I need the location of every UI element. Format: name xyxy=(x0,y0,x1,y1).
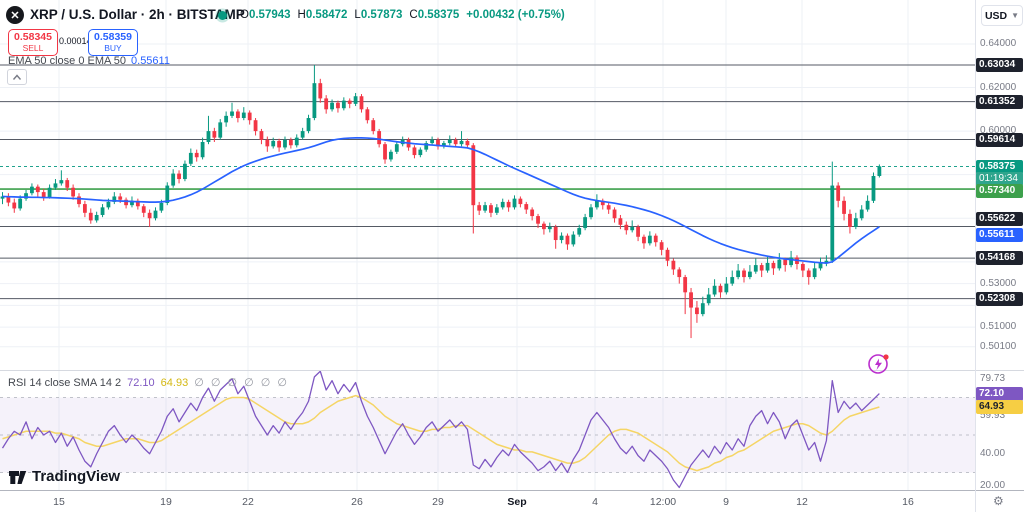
rsi-value: 72.10 xyxy=(127,377,155,389)
ohlc-readout: O0.57943 H0.58472 L0.57873 C0.58375 +0.00432… xyxy=(240,9,565,21)
time-tick-label: 26 xyxy=(351,496,363,508)
spread-value: 0.00014 xyxy=(59,36,92,46)
tradingview-watermark[interactable]: TradingView xyxy=(8,468,120,485)
price-tick-label: 0.53000 xyxy=(980,277,1017,289)
time-tick-label: 22 xyxy=(242,496,254,508)
tradingview-watermark-text: TradingView xyxy=(32,468,121,485)
price-tick-label: 0.60000 xyxy=(980,125,1017,137)
time-tick-label: 4 xyxy=(592,496,598,508)
time-axis-settings-button[interactable]: ⚙ xyxy=(993,494,1004,508)
last-price-badge: 0.58375 xyxy=(976,159,1023,174)
collapse-pane-button[interactable] xyxy=(7,69,27,85)
lightning-icon xyxy=(868,354,889,374)
rsi-tick-label: 59.93 xyxy=(980,410,1006,422)
rsi-legend-label: RSI 14 close SMA 14 2 xyxy=(8,377,122,389)
ema-price-badge: 0.55611 xyxy=(976,227,1023,242)
change-value: +0.00432 (+0.75%) xyxy=(466,9,565,21)
tradingview-logo-icon xyxy=(9,471,27,484)
price-tick-label: 0.50100 xyxy=(980,340,1017,352)
rsi-tick-label: 40.00 xyxy=(980,447,1006,459)
ema-legend[interactable]: EMA 50 close 0 EMA 50 0.55611 xyxy=(8,55,170,67)
rsi-legend[interactable]: RSI 14 close SMA 14 2 72.10 64.93 ∅ ∅ ∅ ∅ ∅… xyxy=(8,376,289,389)
rsi-sma-value: 64.93 xyxy=(160,377,189,389)
buy-button[interactable]: 0.58359 BUY xyxy=(88,29,138,56)
level-price-badge: 0.63034 xyxy=(976,58,1023,72)
low-label: L xyxy=(354,9,361,21)
rsi-tick-label: 79.73 xyxy=(980,373,1006,385)
time-scale[interactable] xyxy=(0,491,975,512)
price-axis-labels: 0.640000.620000.600000.560000.530000.510… xyxy=(976,0,1024,512)
time-tick-label: 19 xyxy=(160,496,172,508)
ema-legend-label: EMA 50 close 0 EMA 50 xyxy=(8,55,127,67)
sell-button[interactable]: 0.58345 SELL xyxy=(8,29,58,56)
chevron-up-icon xyxy=(12,73,22,80)
rsi-extra-params: ∅ ∅ ∅ ∅ ∅ ∅ xyxy=(194,377,289,389)
rsi-tick-label: 20.00 xyxy=(980,480,1006,492)
market-status-dot-icon xyxy=(218,11,227,20)
high-label: H xyxy=(297,9,306,21)
close-value: 0.58375 xyxy=(417,9,460,21)
time-tick-label: 12 xyxy=(796,496,808,508)
level-price-badge: 0.52308 xyxy=(976,291,1023,306)
rsi-yellow-badge: 64.93 xyxy=(976,400,1023,414)
chevron-down-icon: ▼ xyxy=(1011,11,1020,20)
currency-label: USD xyxy=(984,9,1008,22)
green-line-price-badge: 0.57340 xyxy=(976,184,1023,199)
open-value: 0.57943 xyxy=(248,9,291,21)
low-value: 0.57873 xyxy=(360,9,403,21)
sell-label: SELL xyxy=(22,43,44,53)
sell-price: 0.58345 xyxy=(14,31,52,43)
level-price-badge: 0.61352 xyxy=(976,94,1023,109)
price-tick-label: 0.62000 xyxy=(980,81,1017,93)
xrp-logo-icon: ✕ xyxy=(6,6,24,24)
price-tick-label: 0.51000 xyxy=(980,321,1017,333)
candle-countdown-badge: 01:19:34 xyxy=(976,171,1023,186)
price-tick-label: 0.64000 xyxy=(980,37,1017,49)
level-price-badge: 0.54168 xyxy=(976,251,1023,266)
time-tick-label: 16 xyxy=(902,496,914,508)
rsi-purple-badge: 72.10 xyxy=(976,386,1023,401)
symbol-title[interactable]: XRP / U.S. Dollar · 2h · BITSTAMP xyxy=(30,7,245,22)
open-label: O xyxy=(240,9,249,21)
time-tick-label: 15 xyxy=(53,496,65,508)
currency-dropdown[interactable]: USD ▼ xyxy=(981,5,1023,26)
notification-dot-icon xyxy=(883,354,889,360)
level-price-badge: 0.59614 xyxy=(976,132,1023,147)
quick-trade-button[interactable] xyxy=(866,351,892,377)
time-tick-label: 9 xyxy=(723,496,729,508)
buy-price: 0.58359 xyxy=(94,31,132,43)
buy-label: BUY xyxy=(104,43,122,53)
level-price-badge: 0.55622 xyxy=(976,212,1023,227)
time-tick-label: Sep xyxy=(507,496,527,508)
ema-legend-value: 0.55611 xyxy=(131,55,170,67)
close-label: C xyxy=(409,9,418,21)
time-tick-label: 12:00 xyxy=(649,496,677,508)
high-value: 0.58472 xyxy=(305,9,348,21)
time-tick-label: 29 xyxy=(432,496,444,508)
